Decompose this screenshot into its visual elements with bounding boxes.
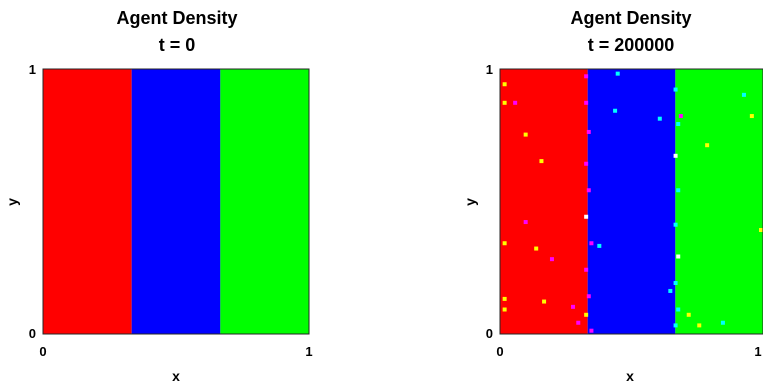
chart-title: Agent Density (116, 8, 237, 28)
density-cell (678, 114, 683, 119)
density-cell (676, 188, 681, 193)
density-cell (584, 214, 589, 219)
x-tick-left: 0 (496, 344, 503, 359)
density-cell (673, 323, 678, 328)
density-cell (586, 188, 591, 193)
plot-area (42, 68, 310, 335)
density-cell (589, 241, 594, 246)
chart-subtitle: t = 200000 (588, 35, 675, 55)
density-cell (673, 281, 678, 285)
density-panel-t0: Agent Density t = 0 1 0 0 1 x y (4, 8, 313, 383)
density-cell (584, 161, 589, 166)
chart-title: Agent Density (570, 8, 691, 28)
x-tick-right: 1 (754, 344, 761, 359)
x-tick-right: 1 (305, 344, 312, 359)
density-cell (502, 241, 507, 246)
density-band-0 (43, 69, 132, 334)
density-cell (615, 71, 620, 76)
density-cell (589, 328, 594, 333)
density-band-0 (500, 69, 588, 334)
y-axis-label: y (462, 198, 478, 206)
density-cell (613, 108, 618, 113)
density-cell (502, 82, 507, 87)
density-cell (534, 246, 539, 251)
density-band-1 (131, 69, 221, 334)
density-cell (673, 87, 678, 92)
density-cell (523, 132, 528, 137)
density-cell (741, 92, 746, 97)
y-axis-label: y (4, 198, 20, 206)
y-tick-bottom: 0 (486, 326, 493, 341)
density-cell (673, 153, 678, 158)
density-cell (542, 299, 547, 304)
x-axis-label: x (172, 368, 180, 383)
density-cell (759, 228, 763, 232)
density-panel-t200000: Agent Density t = 200000 1 0 0 1 x y (462, 8, 763, 383)
density-cell (686, 312, 691, 317)
plot-frame (42, 68, 310, 335)
density-cell (549, 257, 554, 262)
density-cell (523, 220, 528, 225)
density-cell (539, 159, 544, 164)
density-cell (657, 116, 662, 121)
density-cell (597, 243, 602, 248)
density-cell (720, 320, 725, 325)
x-axis-label: x (626, 368, 634, 383)
density-cell (586, 129, 591, 134)
density-cell (502, 100, 507, 105)
density-cell (584, 74, 589, 79)
density-cell (584, 267, 589, 272)
plot-frame (499, 68, 763, 335)
density-cell (576, 320, 581, 325)
density-band-2 (675, 69, 763, 334)
density-cell (584, 100, 589, 105)
density-band-2 (220, 69, 309, 334)
y-tick-bottom: 0 (29, 326, 36, 341)
density-cell (749, 114, 754, 119)
density-cell (584, 312, 589, 317)
y-tick-top: 1 (29, 62, 36, 77)
density-cell (586, 294, 591, 299)
x-tick-left: 0 (39, 344, 46, 359)
density-cell (668, 288, 673, 293)
density-cell (513, 100, 518, 105)
density-cell (502, 296, 507, 301)
density-cell (673, 222, 678, 227)
y-tick-top: 1 (486, 62, 493, 77)
plot-area (499, 68, 763, 335)
density-cell (676, 307, 681, 312)
density-cell (705, 143, 710, 148)
density-cell (676, 122, 681, 126)
density-cell (697, 323, 702, 328)
density-cell (676, 254, 681, 259)
chart-subtitle: t = 0 (159, 35, 196, 55)
density-band-1 (587, 69, 676, 334)
density-cell (571, 304, 576, 309)
density-cell (502, 307, 507, 312)
